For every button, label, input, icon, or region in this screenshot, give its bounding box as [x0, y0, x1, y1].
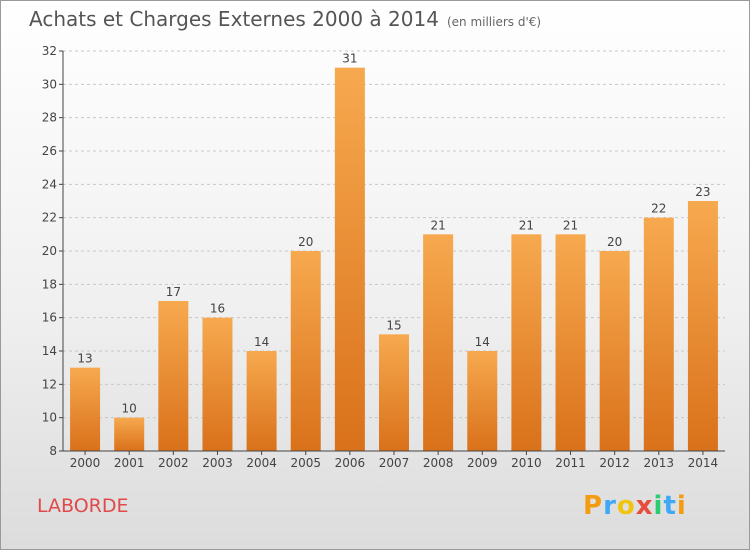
logo-letter: P: [583, 491, 604, 521]
y-tick-label: 26: [42, 144, 57, 158]
x-tick-label-2009: 2009: [467, 456, 498, 470]
logo-letter: i: [676, 491, 687, 521]
bars: [70, 67, 718, 452]
x-tick-label-2011: 2011: [555, 456, 586, 470]
bar-2002: [158, 301, 189, 451]
y-tick-label: 22: [42, 211, 57, 225]
x-tick-label-2007: 2007: [379, 456, 410, 470]
chart-subtitle: (en milliers d'€): [446, 15, 542, 29]
bar-2014: [687, 201, 718, 451]
bar-2008: [423, 234, 454, 451]
x-tick-label-2012: 2012: [599, 456, 630, 470]
bar-2011: [555, 234, 586, 451]
value-label-2004: 14: [254, 335, 269, 349]
x-tick-label-2000: 2000: [70, 456, 101, 470]
y-tick-label: 28: [42, 111, 57, 125]
bar-2001: [114, 417, 145, 451]
x-tick-label-2005: 2005: [290, 456, 321, 470]
logo-letter: i: [653, 491, 664, 521]
x-tick-label-2006: 2006: [335, 456, 366, 470]
value-label-2011: 21: [563, 218, 578, 232]
bar-2009: [467, 351, 498, 451]
value-label-2009: 14: [475, 335, 490, 349]
x-tick-label-2010: 2010: [511, 456, 542, 470]
bar-2013: [643, 217, 674, 451]
x-tick-label-2004: 2004: [246, 456, 277, 470]
bar-2006: [334, 67, 365, 452]
bar-2012: [599, 251, 630, 451]
value-label-2007: 15: [386, 318, 401, 332]
value-label-2012: 20: [607, 235, 622, 249]
value-label-2000: 13: [77, 352, 92, 366]
y-tick-label: 8: [49, 444, 57, 458]
y-tick-label: 18: [42, 277, 57, 291]
bar-2010: [511, 234, 542, 451]
value-label-2006: 31: [342, 52, 357, 66]
x-tick-label-2001: 2001: [114, 456, 145, 470]
y-tick-label: 30: [42, 77, 57, 91]
y-tick-label: 12: [42, 377, 57, 391]
x-tick-labels: 2000 2001 2002 2003 2004 2005 2006 2007 2008 2009…: [70, 451, 718, 470]
logo-letter: r: [603, 491, 617, 521]
logo-letter: t: [663, 491, 677, 521]
bar-2003: [202, 317, 233, 451]
proxiti-logo: Proxiti: [583, 491, 687, 521]
value-label-2010: 21: [519, 218, 534, 232]
logo-letter: o: [616, 491, 636, 521]
bar-2000: [70, 367, 101, 451]
y-tick-label: 24: [42, 177, 57, 191]
value-label-2002: 17: [166, 285, 181, 299]
y-tick-label: 16: [42, 311, 57, 325]
y-tick-label: 32: [42, 44, 57, 58]
chart-title-text: Achats et Charges Externes 2000 à 2014: [29, 7, 439, 31]
x-tick-label-2013: 2013: [644, 456, 675, 470]
value-labels: 13 10 17 16 14 20 31 15 21 14 21 21 20 22 23: [77, 52, 710, 416]
logo-letter: x: [635, 491, 654, 521]
x-tick-label-2002: 2002: [158, 456, 189, 470]
y-tick-label: 10: [42, 411, 57, 425]
y-tick-label: 14: [42, 344, 57, 358]
value-label-2008: 21: [430, 218, 445, 232]
value-label-2014: 23: [695, 185, 710, 199]
chart-title: Achats et Charges Externes 2000 à 2014 (e…: [29, 7, 541, 31]
value-label-2013: 22: [651, 202, 666, 216]
y-tick-labels: 8 10 12 14 16 18 20 22 24 26 28 30 32: [42, 44, 63, 458]
commune-name: LABORDE: [37, 495, 129, 517]
value-label-2005: 20: [298, 235, 313, 249]
y-tick-label: 20: [42, 244, 57, 258]
x-tick-label-2014: 2014: [688, 456, 719, 470]
bar-2007: [379, 334, 409, 451]
bar-2004: [246, 351, 277, 451]
bar-2005: [290, 251, 321, 451]
x-tick-label-2003: 2003: [202, 456, 233, 470]
value-label-2003: 16: [210, 302, 225, 316]
x-tick-label-2008: 2008: [423, 456, 454, 470]
value-label-2001: 10: [122, 402, 137, 416]
